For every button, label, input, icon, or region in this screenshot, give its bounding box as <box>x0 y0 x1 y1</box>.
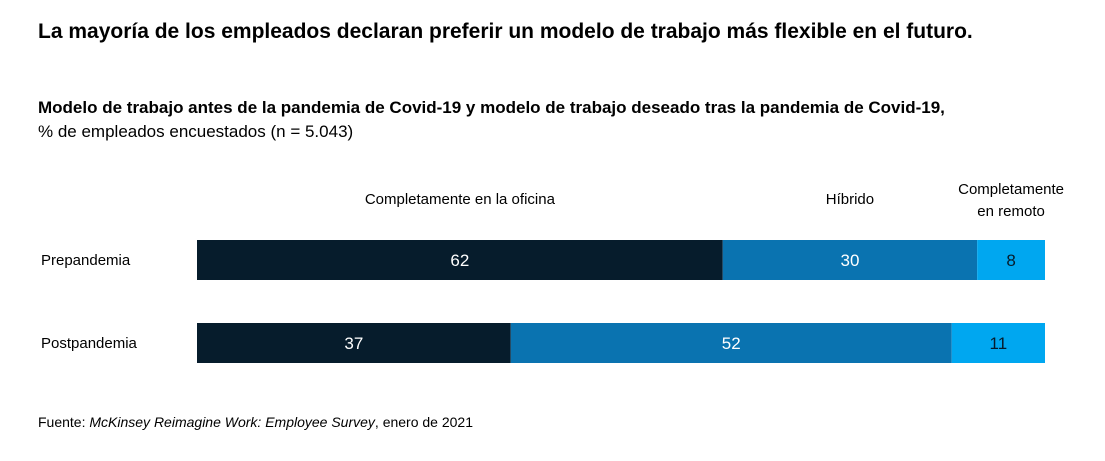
legend-label-remoto-line2: en remoto <box>977 203 1045 220</box>
bar-segment-oficina <box>197 240 723 280</box>
legend-label-oficina: Completamente en la oficina <box>365 191 556 208</box>
bar-segment-hibrido <box>510 323 952 363</box>
category-label: Postpandemia <box>41 335 138 352</box>
data-label: 62 <box>450 251 469 270</box>
chart-subtitle-detail: % de empleados encuestados (n = 5.043) <box>38 122 354 141</box>
chart-title: La mayoría de los empleados declaran pre… <box>38 20 973 43</box>
category-label: Prepandemia <box>41 252 131 269</box>
source-prefix: Fuente: <box>38 414 90 430</box>
bar-segment-remoto <box>977 240 1045 280</box>
data-label: 37 <box>344 334 363 353</box>
data-label: 8 <box>1006 251 1015 270</box>
legend-label-remoto: Completamente <box>958 181 1064 198</box>
bar-segment-hibrido <box>722 240 978 280</box>
bar-segment-remoto <box>951 323 1045 363</box>
data-label: 30 <box>840 251 859 270</box>
data-label: 11 <box>990 334 1008 353</box>
chart-subtitle: Modelo de trabajo antes de la pandemia d… <box>38 98 945 117</box>
data-label: 52 <box>722 334 741 353</box>
bar-segment-oficina <box>197 323 511 363</box>
source-suffix: , enero de 2021 <box>374 414 474 430</box>
source-publication: McKinsey Reimagine Work: Employee Survey <box>89 414 375 430</box>
source-note: Fuente: McKinsey Reimagine Work: Employe… <box>38 414 473 430</box>
stacked-bar-chart: Prepandemia 62 30 8 Postpandemia 37 52 11 Comple… <box>41 181 1064 363</box>
legend-label-hibrido: Híbrido <box>826 191 874 208</box>
